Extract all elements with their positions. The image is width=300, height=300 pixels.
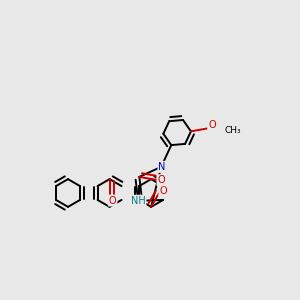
Text: O: O xyxy=(159,186,167,196)
Text: O: O xyxy=(109,196,116,206)
Text: CH₃: CH₃ xyxy=(224,126,241,135)
Text: O: O xyxy=(158,175,165,185)
Text: NH: NH xyxy=(131,196,146,206)
Text: O: O xyxy=(208,120,216,130)
Text: N: N xyxy=(158,162,166,172)
